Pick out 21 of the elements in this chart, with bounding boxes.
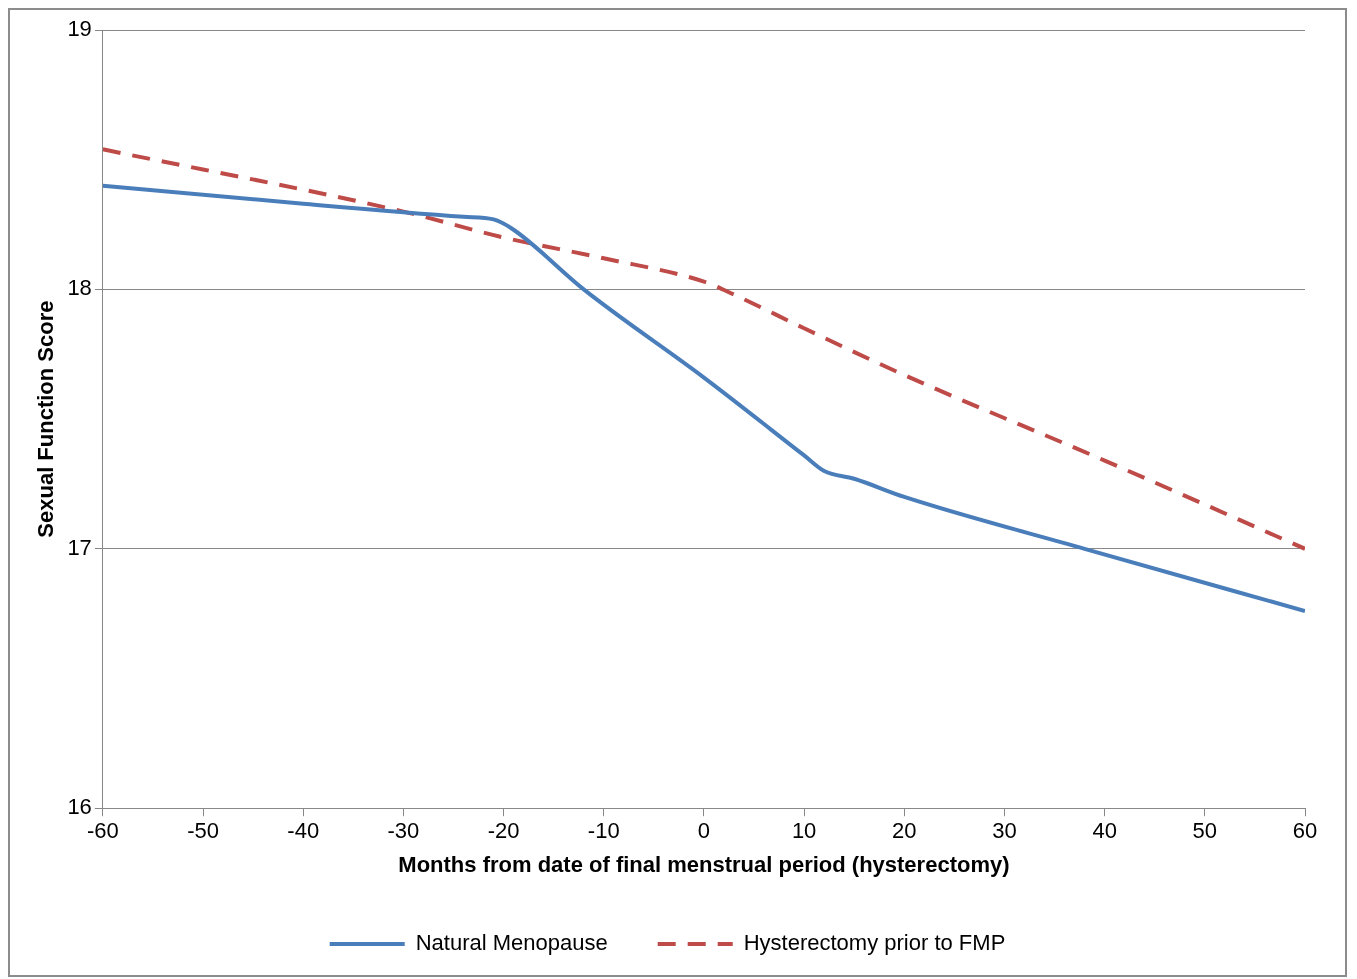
x-axis-title: Months from date of final menstrual period (hysterectomy) (398, 851, 1010, 877)
x-tick-label: -40 (287, 818, 320, 844)
y-tick-label: 18 (67, 275, 92, 301)
x-tick-label: -20 (487, 818, 520, 844)
x-tick-label: 40 (1092, 818, 1117, 844)
x-tick-label: 20 (892, 818, 917, 844)
legend-label: Hysterectomy prior to FMP (743, 930, 1006, 956)
x-tick-label: -60 (86, 818, 119, 844)
x-tick-label: -30 (387, 818, 420, 844)
y-tick-label: 16 (67, 794, 92, 820)
x-tick-label: 0 (697, 818, 711, 844)
legend-label: Natural Menopause (415, 930, 608, 956)
x-tick-label: -50 (187, 818, 219, 844)
x-tick-label: 50 (1192, 818, 1218, 844)
x-tick-label: 30 (992, 818, 1017, 844)
y-tick-label: 19 (67, 16, 92, 42)
y-tick-label: 17 (67, 534, 92, 560)
x-tick-label: -10 (587, 818, 620, 844)
x-tick-label: 60 (1292, 818, 1318, 844)
x-tick-label: 10 (791, 818, 817, 844)
y-axis-title: Sexual Function Score (33, 300, 59, 538)
